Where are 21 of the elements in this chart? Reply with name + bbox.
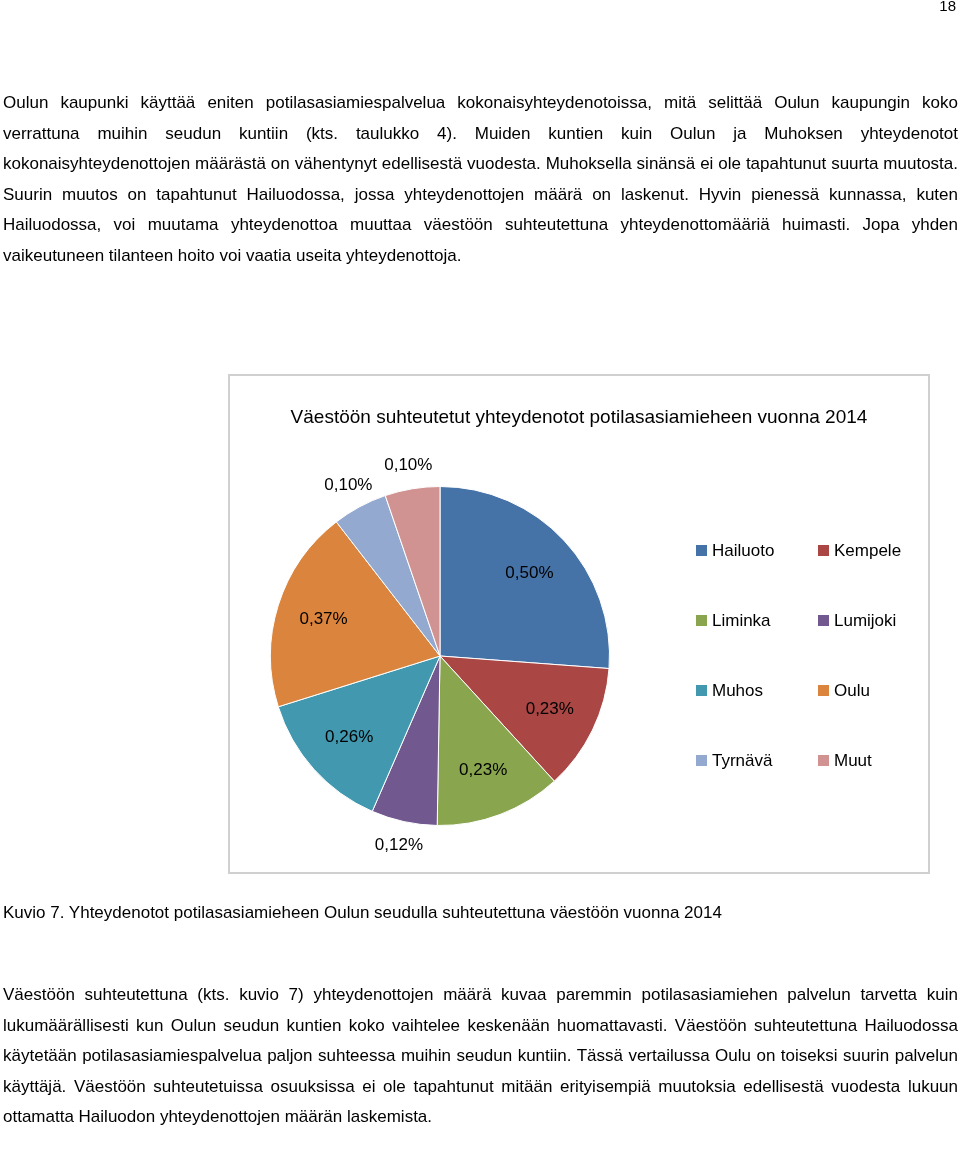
text: Kuvio 7. Yhteydenotot potilasasiamieheen Oulun seudulla suhteutettuna väestöön vuonna 2014: [3, 902, 723, 924]
data-label: 0,50%: [505, 562, 554, 582]
text: Väestöön suhteutettuna (kts. kuvio 7) yhteydenottojen määrä kuvaa paremmin potilasasiamiehen palvelun tarvetta kuin lukumäärällisesti kun Oulun seudun kuntien koko vaihtelee keskenään huomattavasti. Väestöön suhteutettuna Hailuodossa käytetään potilasasiamiespalvelua paljon suhteessa muihin seudun kuntiin. Tässä vertailussa Oulu on toiseksi suurin palvelun käyttäjä. Väestöön suhteutetuissa osuuksissa ei ole tapahtunut mitään erityisempiä muutoksia edellisestä vuodesta lukuun ottamatta Hailuodon yhteydenottojen määrän laskemista.: [3, 984, 958, 1128]
data-label: 0,23%: [459, 759, 508, 779]
legend-label: Kempele: [833, 539, 903, 562]
data-label: 0,37%: [299, 609, 348, 629]
legend-label: Muut: [833, 749, 873, 772]
text: Oulun kaupunki käyttää eniten potilasasiamiespalvelua kokonaisyhteydenotoissa, mitä selittää Oulun kaupungin koko verrattuna muihin seudun kuntiin (kts. taulukko 4). Muiden kuntien kuin Oulun ja Muhoksen yhteydenotot kokonaisyhteydenottojen määrästä on vähentynyt edellisestä vuodesta. Muhoksella sinänsä ei ole tapahtunut suurta muutosta. Suurin muutos on tapahtunut Hailuodossa, jossa yhteydenottojen määrä on laskenut. Hyvin pienessä kunnassa, kuten Hailuodossa, voi muutama yhteydenottoa muuttaa väestöön suhteutettuna yhteydenottomääriä huimasti. Jopa yhden vaikeutuneen tilanteen hoito voi vaatia useita yhteydenottoja.: [3, 92, 958, 267]
data-label: 0,12%: [374, 834, 424, 854]
data-label: 0,23%: [525, 699, 574, 719]
data-label: 0,26%: [325, 727, 374, 747]
chart-title: Väestöön suhteutetut yhteydenotot potilasasiamieheen vuonna 2014: [289, 406, 869, 428]
legend-label: Oulu: [833, 679, 871, 702]
text: 18: [939, 0, 956, 14]
legend-label: Liminka: [711, 609, 772, 632]
data-label: 0,10%: [324, 475, 373, 495]
legend-label: Tyrnävä: [711, 749, 774, 772]
legend-label: Hailuoto: [711, 539, 776, 562]
legend-label: Muhos: [711, 679, 765, 702]
data-label: 0,10%: [384, 454, 433, 474]
legend-label: Lumijoki: [833, 609, 898, 632]
